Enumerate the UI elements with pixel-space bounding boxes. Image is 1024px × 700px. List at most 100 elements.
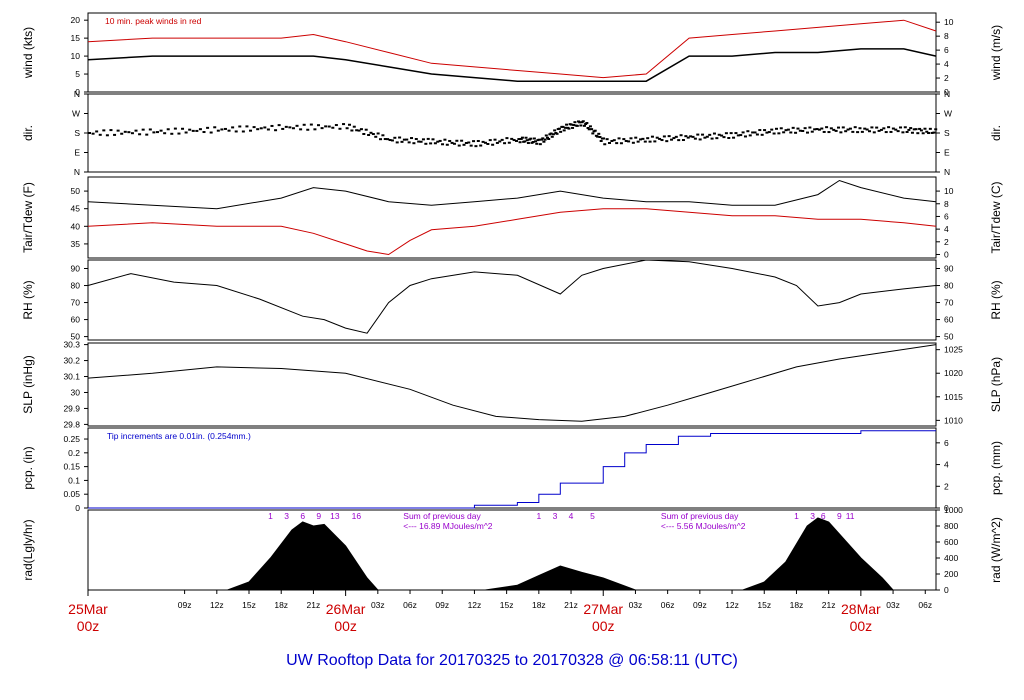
dir-point [507, 141, 511, 144]
dir-point [334, 124, 338, 127]
dir-point [689, 135, 693, 138]
rad-annotation: Sum of previous day [403, 511, 481, 521]
temperature-right-tick-label: 4 [944, 224, 949, 234]
dir-point [479, 144, 483, 147]
dir-point [567, 127, 571, 130]
rh-right-tick-label: 60 [944, 315, 954, 325]
dir-point [573, 121, 577, 124]
dir-point [381, 134, 385, 137]
dir-point [596, 135, 600, 138]
dir-right-tick-label: E [944, 148, 950, 158]
dir-point [198, 128, 202, 131]
dir-point [390, 139, 394, 142]
dir-point [741, 131, 745, 134]
rad-hour-mark: 3 [284, 511, 289, 521]
dir-point [905, 130, 909, 133]
wind-left-tick-label: 5 [75, 69, 80, 79]
dir-point [299, 128, 303, 131]
slp-left-tick-label: 30.2 [63, 356, 80, 366]
temperature-right-tick-label: 8 [944, 199, 949, 209]
dir-point [755, 133, 759, 136]
dir-point [858, 127, 862, 130]
dir-point [357, 129, 361, 132]
dir-point [553, 129, 557, 132]
dir-point [405, 138, 409, 141]
dir-point [302, 123, 306, 126]
dir-point [791, 126, 795, 129]
dir-point [777, 132, 781, 135]
temperature-ylabel-left: Tair/Tdew (F) [21, 182, 35, 253]
dir-point [748, 134, 752, 137]
temperature-right-tick-label: 2 [944, 237, 949, 247]
dir-point [184, 131, 188, 134]
dir-point [670, 138, 674, 141]
dir-point [371, 133, 375, 136]
dir-point [542, 140, 546, 143]
dir-point [679, 134, 683, 137]
dir-point [195, 129, 199, 132]
x-tick-label: 12z [210, 600, 224, 610]
dir-point [281, 127, 285, 130]
dir-point [703, 136, 707, 139]
wind-ylabel-right: wind (m/s) [989, 25, 1003, 81]
rh-left-tick-label: 90 [71, 264, 81, 274]
x-tick-label: 03z [629, 600, 643, 610]
x-axis: 09z 12z 15z 18z 21z 03z 06z 09z 12z 15z 18z 21z 03z 0… [68, 590, 932, 634]
dir-point [884, 131, 888, 134]
temperature-right-tick-label: 6 [944, 211, 949, 221]
temperature-left-tick-label: 40 [71, 221, 81, 231]
dir-point [622, 138, 626, 141]
panel-wind: wind (kts) wind (m/s) 0 5 10 15 20 0 2 4 6 8 10 10 mi… [21, 12, 1003, 97]
wind-annotation: 10 min. peak winds in red [105, 16, 202, 26]
dir-point [889, 130, 893, 133]
x-tick-label: 09z [178, 600, 192, 610]
dir-point [789, 131, 793, 134]
dir-point [263, 126, 267, 129]
rad-right-tick-label: 800 [944, 521, 958, 531]
dir-point [424, 142, 428, 145]
dir-left-tick-label: W [72, 109, 80, 119]
dir-point [597, 132, 601, 135]
x-tick-label: 03z [886, 600, 900, 610]
dir-point [572, 124, 576, 127]
dir-point [414, 138, 418, 141]
dir-point [786, 128, 790, 131]
dir-point [540, 138, 544, 141]
rad-hour-mark: 13 [330, 511, 340, 521]
dir-point [557, 127, 561, 130]
dir-point [324, 125, 328, 128]
dir-point [350, 129, 354, 132]
dir-point [720, 134, 724, 137]
wind-right-tick-label: 6 [944, 45, 949, 55]
rh-ylabel-left: RH (%) [21, 280, 35, 319]
panel-rad: rad(Lgly/hr) rad (W/m^2)02004006008001000… [21, 505, 1003, 595]
slp-frame [87, 342, 937, 427]
dir-point [398, 136, 402, 139]
dir-point [646, 137, 650, 140]
dir-point [916, 132, 920, 135]
rad-hour-mark: 9 [316, 511, 321, 521]
dir-point [879, 128, 883, 131]
dir-point [634, 136, 638, 139]
rad-right-tick-label: 400 [944, 553, 958, 563]
dir-point [760, 133, 764, 136]
wind-left-tick-label: 15 [71, 33, 81, 43]
dir-point [452, 142, 456, 145]
dir-left-tick-label: N [74, 167, 80, 177]
dir-point [503, 142, 507, 145]
dir-point [181, 127, 185, 130]
dir-point [909, 127, 913, 130]
rad-hour-mark: 5 [590, 511, 595, 521]
dir-point [808, 126, 812, 129]
panel-slp: SLP (inHg) SLP (hPa) 29.8 29.9 30 30.1 30.2 30.… [21, 340, 1003, 430]
dir-point [805, 131, 809, 134]
dir-point [481, 140, 485, 143]
dir-point [266, 128, 270, 131]
pcp-right-tick-label: 2 [944, 481, 949, 491]
dir-point [848, 127, 852, 130]
dir-point [563, 126, 567, 129]
dir-point [927, 132, 931, 135]
dir-point [374, 135, 378, 138]
dir-point [510, 137, 514, 140]
